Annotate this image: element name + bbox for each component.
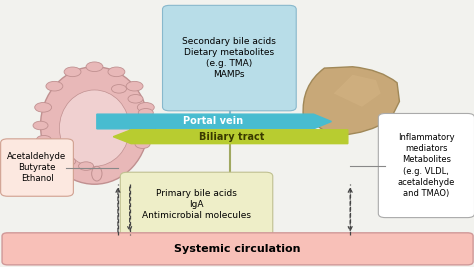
Ellipse shape [91,166,102,181]
Circle shape [33,121,48,130]
Text: Portal vein: Portal vein [183,116,243,127]
Text: Systemic circulation: Systemic circulation [174,244,301,254]
FancyBboxPatch shape [0,139,73,196]
Circle shape [138,108,153,117]
Circle shape [61,157,76,166]
Text: Primary bile acids
IgA
Antimicrobial molecules: Primary bile acids IgA Antimicrobial mol… [142,189,251,220]
Circle shape [137,103,154,112]
Ellipse shape [40,67,148,184]
Circle shape [126,81,143,91]
PathPatch shape [334,75,381,107]
Text: Biliary tract: Biliary tract [199,132,264,142]
Circle shape [135,140,150,148]
FancyArrow shape [113,130,348,144]
FancyBboxPatch shape [120,172,273,236]
Ellipse shape [59,90,129,166]
Circle shape [79,162,93,170]
Circle shape [86,62,103,72]
Text: Inflammatory
mediators
Metabolites
(e.g. VLDL,
acetaldehyde
and TMAO): Inflammatory mediators Metabolites (e.g.… [398,133,455,198]
Circle shape [64,67,81,77]
Circle shape [141,124,156,133]
Circle shape [108,67,125,77]
Circle shape [36,135,51,144]
Text: Acetaldehyde
Butyrate
Ethanol: Acetaldehyde Butyrate Ethanol [8,152,67,183]
PathPatch shape [303,67,400,135]
Text: Secondary bile acids
Dietary metabolites
(e.g. TMA)
MAMPs: Secondary bile acids Dietary metabolites… [182,37,276,79]
Circle shape [46,81,63,91]
FancyArrow shape [97,114,331,129]
Circle shape [35,103,52,112]
FancyBboxPatch shape [163,5,296,111]
Circle shape [46,148,61,156]
Circle shape [111,85,127,93]
Circle shape [128,95,143,103]
FancyBboxPatch shape [2,233,473,265]
FancyBboxPatch shape [378,113,474,218]
